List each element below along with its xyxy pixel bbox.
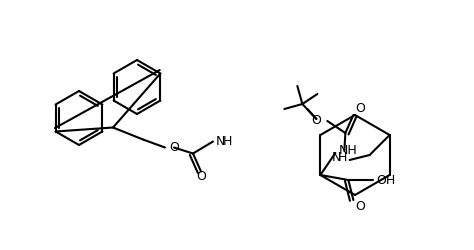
Text: O: O: [169, 141, 179, 154]
Text: OH: OH: [376, 174, 396, 186]
Text: O: O: [356, 200, 365, 212]
Text: O: O: [356, 102, 365, 116]
Text: O: O: [196, 170, 206, 183]
Text: N: N: [332, 152, 341, 164]
Text: H: H: [223, 135, 232, 148]
Text: NH: NH: [338, 144, 357, 158]
Text: O: O: [311, 114, 321, 128]
Text: H: H: [337, 152, 347, 164]
Text: N: N: [216, 135, 225, 148]
